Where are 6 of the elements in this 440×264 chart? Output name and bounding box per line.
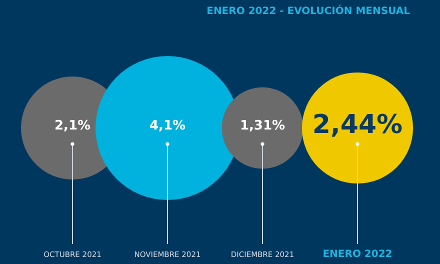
text: ENERO 2022 - EVOLUCIÓN MENSUAL [206, 4, 411, 17]
data-label: 2,1% [54, 118, 91, 134]
data-label: 2,44% [312, 110, 403, 140]
data-label: 4,1% [149, 118, 186, 134]
category-label: ENERO 2022 [322, 249, 392, 260]
data-label: 1,31% [240, 118, 286, 134]
